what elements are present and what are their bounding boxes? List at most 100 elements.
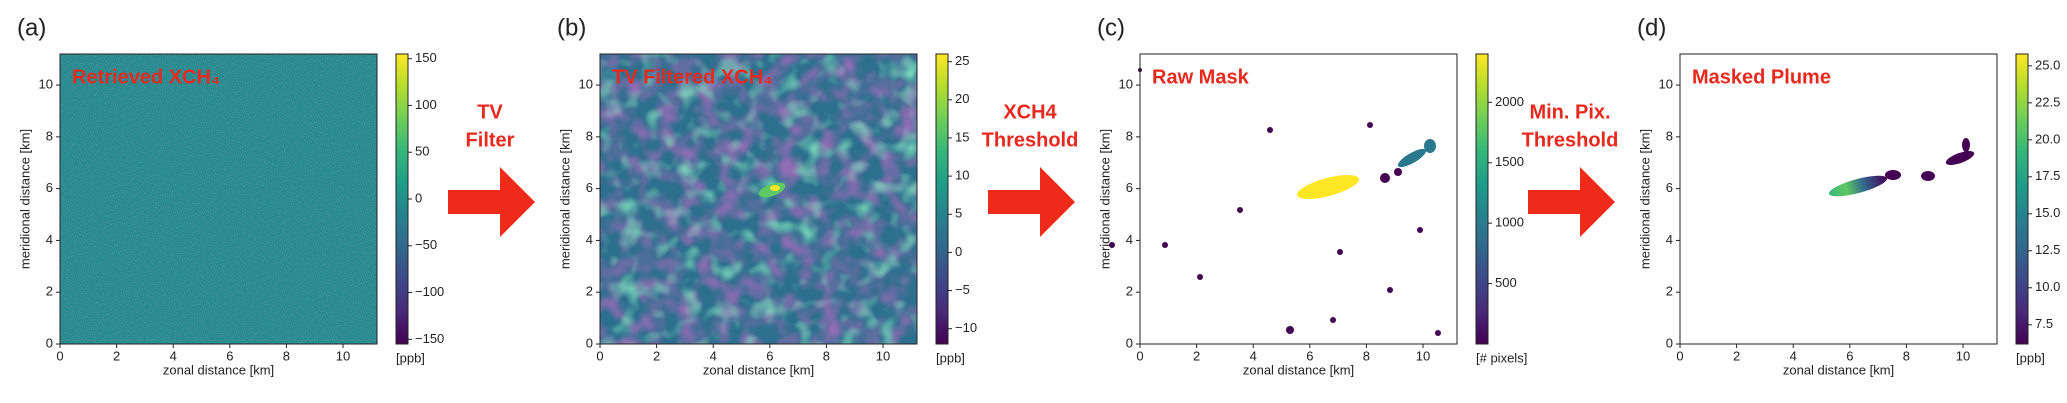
y-tick-label: 2 bbox=[46, 284, 53, 299]
x-tick-label: 6 bbox=[1306, 348, 1313, 363]
x-tick-label: 4 bbox=[1790, 348, 1797, 363]
colorbar-tick-label: −50 bbox=[415, 237, 437, 252]
colorbar bbox=[935, 53, 949, 345]
colorbar-label: [# pixels] bbox=[1476, 350, 1527, 365]
annotation: TV Filtered XCH₄ bbox=[612, 66, 773, 88]
colorbar-tick-label: 500 bbox=[1495, 275, 1517, 290]
x-tick-label: 10 bbox=[336, 348, 350, 363]
image-a bbox=[60, 54, 377, 344]
image-d bbox=[1828, 138, 1975, 197]
step-label: Threshold bbox=[1522, 129, 1619, 151]
x-tick-label: 0 bbox=[1136, 348, 1143, 363]
x-axis-label: zonal distance [km] bbox=[1243, 362, 1354, 377]
step-label: Filter bbox=[466, 129, 515, 151]
x-tick-label: 8 bbox=[1363, 348, 1370, 363]
panel-label: (b) bbox=[557, 14, 586, 41]
colorbar-label: [ppb] bbox=[2016, 350, 2045, 365]
annotation: Raw Mask bbox=[1152, 66, 1250, 88]
colorbar-tick-label: −10 bbox=[955, 320, 977, 335]
colorbar-tick-label: 12.5 bbox=[2035, 242, 2060, 257]
x-tick-label: 8 bbox=[823, 348, 830, 363]
arrow bbox=[988, 167, 1075, 237]
y-tick-label: 0 bbox=[586, 335, 593, 350]
x-tick-label: 0 bbox=[56, 348, 63, 363]
x-tick-label: 8 bbox=[1903, 348, 1910, 363]
colorbar-tick-label: 50 bbox=[415, 144, 429, 159]
x-tick-label: 2 bbox=[1193, 348, 1200, 363]
annotation: Masked Plume bbox=[1692, 66, 1831, 88]
y-axis-label: meridional distance [km] bbox=[1097, 129, 1112, 269]
colorbar-label: [ppb] bbox=[396, 350, 425, 365]
arrow bbox=[1528, 167, 1615, 237]
colorbar-tick-label: 0 bbox=[415, 190, 422, 205]
x-tick-label: 4 bbox=[1250, 348, 1257, 363]
panel-label: (c) bbox=[1097, 14, 1125, 41]
y-tick-label: 6 bbox=[46, 180, 53, 195]
y-tick-label: 0 bbox=[46, 335, 53, 350]
axes-frame bbox=[59, 53, 378, 345]
x-axis-label: zonal distance [km] bbox=[1783, 362, 1894, 377]
x-tick-label: 6 bbox=[766, 348, 773, 363]
x-tick-label: 10 bbox=[1416, 348, 1430, 363]
panel-label: (a) bbox=[17, 14, 46, 41]
y-tick-label: 8 bbox=[46, 128, 53, 143]
colorbar-tick-label: 10 bbox=[955, 168, 969, 183]
step-label: Min. Pix. bbox=[1529, 101, 1610, 123]
colorbar-tick-label: 20.0 bbox=[2035, 131, 2060, 146]
x-tick-label: 10 bbox=[876, 348, 890, 363]
colorbar-tick-label: 20 bbox=[955, 91, 969, 106]
x-tick-label: 6 bbox=[226, 348, 233, 363]
y-tick-label: 8 bbox=[586, 128, 593, 143]
y-axis-label: meridional distance [km] bbox=[557, 129, 572, 269]
colorbar-tick-label: −5 bbox=[955, 282, 970, 297]
annotation: Retrieved XCH₄ bbox=[72, 66, 220, 88]
x-tick-label: 6 bbox=[1846, 348, 1853, 363]
y-axis-label: meridional distance [km] bbox=[17, 129, 32, 269]
colorbar bbox=[2015, 53, 2029, 345]
colorbar-tick-label: −150 bbox=[415, 331, 444, 346]
x-tick-label: 2 bbox=[113, 348, 120, 363]
y-tick-label: 6 bbox=[1126, 180, 1133, 195]
colorbar-tick-label: −100 bbox=[415, 284, 444, 299]
y-tick-label: 6 bbox=[1666, 180, 1673, 195]
y-tick-label: 6 bbox=[586, 180, 593, 195]
y-tick-label: 2 bbox=[1666, 284, 1673, 299]
colorbar bbox=[1475, 53, 1489, 345]
x-tick-label: 4 bbox=[170, 348, 177, 363]
y-tick-label: 4 bbox=[1666, 232, 1673, 247]
y-tick-label: 2 bbox=[586, 284, 593, 299]
colorbar-tick-label: 15.0 bbox=[2035, 205, 2060, 220]
colorbar-tick-label: 150 bbox=[415, 50, 437, 65]
x-tick-label: 4 bbox=[710, 348, 717, 363]
colorbar-label: [ppb] bbox=[936, 350, 965, 365]
arrow bbox=[448, 167, 535, 237]
x-axis-label: zonal distance [km] bbox=[703, 362, 814, 377]
x-tick-label: 8 bbox=[283, 348, 290, 363]
y-tick-label: 4 bbox=[1126, 232, 1133, 247]
x-tick-label: 0 bbox=[596, 348, 603, 363]
y-tick-label: 4 bbox=[586, 232, 593, 247]
axes-frame bbox=[1139, 53, 1458, 345]
panel-label: (d) bbox=[1637, 14, 1666, 41]
colorbar-tick-label: 25.0 bbox=[2035, 57, 2060, 72]
y-tick-label: 10 bbox=[39, 77, 53, 92]
y-tick-label: 2 bbox=[1126, 284, 1133, 299]
colorbar-tick-label: 1000 bbox=[1495, 215, 1524, 230]
x-axis-label: zonal distance [km] bbox=[163, 362, 274, 377]
axes-frame bbox=[599, 53, 918, 345]
x-tick-label: 10 bbox=[1956, 348, 1970, 363]
y-tick-label: 10 bbox=[579, 77, 593, 92]
x-tick-label: 2 bbox=[1733, 348, 1740, 363]
colorbar-tick-label: 25 bbox=[955, 53, 969, 68]
colorbar-tick-label: 7.5 bbox=[2035, 316, 2053, 331]
colorbar-tick-label: 10.0 bbox=[2035, 279, 2060, 294]
x-tick-label: 2 bbox=[653, 348, 660, 363]
step-label: Threshold bbox=[982, 129, 1079, 151]
y-tick-label: 0 bbox=[1666, 335, 1673, 350]
colorbar-tick-label: 100 bbox=[415, 97, 437, 112]
colorbar-tick-label: 17.5 bbox=[2035, 168, 2060, 183]
step-label: TV bbox=[477, 101, 503, 123]
colorbar-tick-label: 15 bbox=[955, 129, 969, 144]
y-tick-label: 8 bbox=[1666, 128, 1673, 143]
colorbar bbox=[395, 53, 409, 345]
